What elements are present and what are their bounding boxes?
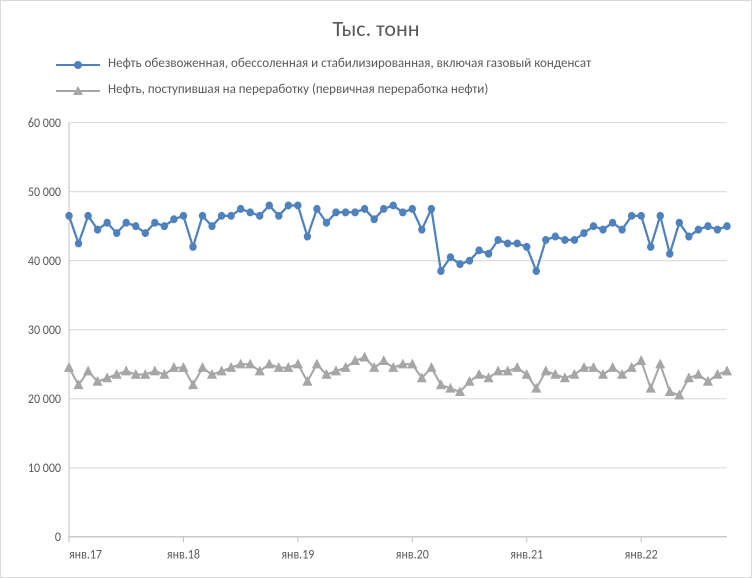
chart-card: Тыс. тонн Нефть обезвоженная, обессоленн… bbox=[0, 0, 752, 578]
svg-text:янв.17: янв.17 bbox=[69, 547, 102, 563]
svg-text:янв.20: янв.20 bbox=[396, 547, 429, 563]
chart-title: Тыс. тонн bbox=[1, 1, 751, 42]
legend-item-s2: Нефть, поступившая на переработку (перви… bbox=[56, 82, 701, 98]
svg-text:10 000: 10 000 bbox=[28, 461, 61, 477]
svg-text:янв.22: янв.22 bbox=[625, 547, 658, 563]
legend-label-s2: Нефть, поступившая на переработку (перви… bbox=[108, 82, 701, 98]
svg-text:янв.19: янв.19 bbox=[281, 547, 314, 563]
svg-text:30 000: 30 000 bbox=[28, 323, 61, 339]
chart-svg: 0 10 000 20 000 30 000 40 000 50 000 60 000 янв… bbox=[7, 114, 737, 567]
legend-item-s1: Нефть обезвоженная, обессоленная и стаби… bbox=[56, 56, 701, 72]
svg-text:50 000: 50 000 bbox=[28, 185, 61, 201]
svg-text:20 000: 20 000 bbox=[28, 392, 61, 408]
svg-text:0: 0 bbox=[55, 530, 61, 546]
svg-text:60 000: 60 000 bbox=[28, 116, 61, 132]
legend-marker-s2 bbox=[56, 84, 100, 98]
plot-area: 0 10 000 20 000 30 000 40 000 50 000 60 000 янв… bbox=[7, 114, 737, 567]
svg-text:янв.21: янв.21 bbox=[510, 547, 543, 563]
legend-label-s1: Нефть обезвоженная, обессоленная и стаби… bbox=[108, 56, 701, 72]
legend: Нефть обезвоженная, обессоленная и стаби… bbox=[1, 42, 751, 114]
svg-text:янв.18: янв.18 bbox=[167, 547, 200, 563]
legend-marker-s1 bbox=[56, 58, 100, 72]
svg-text:40 000: 40 000 bbox=[28, 254, 61, 270]
